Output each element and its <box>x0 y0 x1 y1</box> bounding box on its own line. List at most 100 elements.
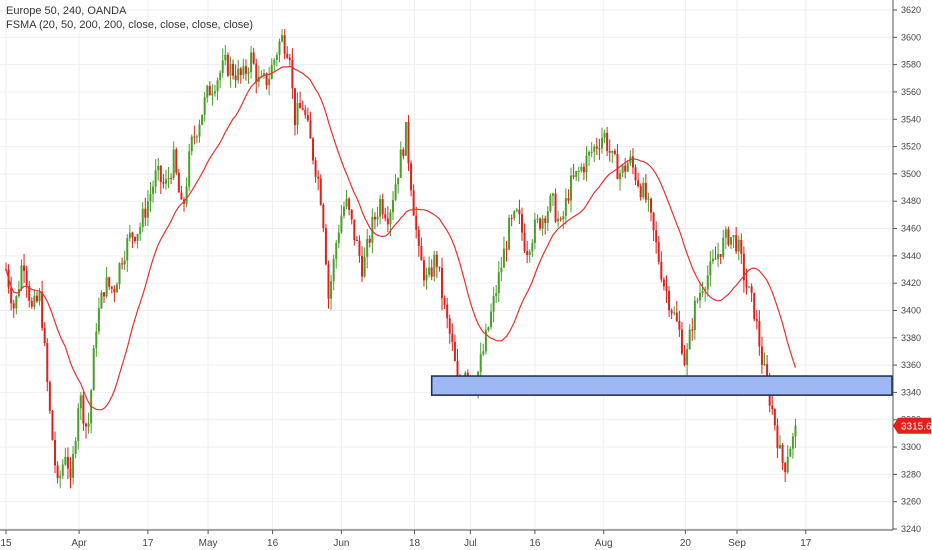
x-tick-label: 16 <box>529 538 541 549</box>
candle-body <box>415 215 418 230</box>
support-zone[interactable] <box>430 375 893 396</box>
candle-body <box>226 54 229 76</box>
candle-body <box>490 311 493 328</box>
x-tick-label: 17 <box>800 538 812 549</box>
candle-body <box>693 300 696 331</box>
candle-body <box>69 468 72 478</box>
candle-body <box>729 237 732 245</box>
candle-body <box>105 277 108 297</box>
candle-body <box>497 272 500 294</box>
candle-body <box>239 68 242 76</box>
candle-body <box>82 395 85 424</box>
candle-body <box>263 73 265 76</box>
candle-body <box>126 238 129 261</box>
candle-body <box>683 353 686 365</box>
y-tick-label: 3540 <box>901 114 921 124</box>
x-tick-label: Jul <box>464 538 477 549</box>
candle-body <box>35 295 38 302</box>
candle-body <box>244 66 247 74</box>
candle-body <box>216 80 219 92</box>
candle-body <box>773 409 776 426</box>
candle-body <box>613 150 616 154</box>
candle-body <box>585 155 588 173</box>
candle-body <box>358 240 361 256</box>
candle-body <box>487 327 490 331</box>
candle-body <box>518 209 521 215</box>
candle-body <box>348 198 351 210</box>
y-tick-label: 3440 <box>901 251 921 261</box>
candle-body <box>154 170 157 187</box>
candle-body <box>353 219 356 241</box>
candle-body <box>12 303 15 309</box>
candle-body <box>699 292 702 301</box>
candle-body <box>386 218 389 225</box>
candle-body <box>531 242 534 252</box>
candle-body <box>134 237 136 242</box>
candle-body <box>306 115 309 121</box>
candle-body <box>748 286 751 288</box>
y-tick-label: 3500 <box>901 169 921 179</box>
candle-body <box>247 72 250 74</box>
candle-body <box>479 354 482 372</box>
candle-body <box>252 52 255 64</box>
candle-body <box>193 136 196 138</box>
candle-body <box>211 93 214 96</box>
candle-body <box>110 286 113 289</box>
candle-body <box>544 218 547 223</box>
candle-body <box>355 240 358 242</box>
candle-body <box>541 218 544 229</box>
candle-body <box>20 265 23 289</box>
candle-body <box>337 232 340 243</box>
candle-body <box>448 318 451 334</box>
candle-body <box>593 146 596 152</box>
candle-body <box>373 216 376 220</box>
candle-body <box>745 280 748 288</box>
candle-body <box>502 248 505 268</box>
candle-body <box>523 232 526 252</box>
candle-body <box>539 218 542 229</box>
y-tick-label: 3280 <box>901 469 921 479</box>
candle-body <box>551 193 554 196</box>
candle-body <box>665 286 668 292</box>
candle-body <box>564 198 567 217</box>
candle-body <box>335 242 338 259</box>
candle-body <box>77 408 80 442</box>
candle-body <box>242 66 245 76</box>
candle-body <box>755 319 758 321</box>
candle-body <box>229 63 232 76</box>
candle-body <box>255 63 258 83</box>
candle-body <box>234 75 237 81</box>
candle-body <box>407 122 410 164</box>
candle-body <box>368 238 371 243</box>
candle-body <box>330 281 333 299</box>
candle-body <box>435 254 438 267</box>
candle-body <box>740 239 743 254</box>
candle-body <box>41 292 44 328</box>
candle-body <box>422 260 425 281</box>
candle-body <box>232 63 235 76</box>
candle-body <box>149 193 152 202</box>
candle-body <box>595 146 598 149</box>
candle-body <box>54 439 57 466</box>
candle-body <box>278 41 281 56</box>
candle-body <box>410 163 413 191</box>
candle-body <box>213 91 216 94</box>
candle-body <box>136 234 139 242</box>
candle-body <box>438 266 441 268</box>
candle-body <box>265 73 268 86</box>
candle-body <box>64 456 67 465</box>
x-tick-label: 20 <box>680 538 692 549</box>
candle-body <box>441 267 444 299</box>
candle-body <box>361 255 364 277</box>
ma-line <box>5 65 797 411</box>
candle-body <box>528 251 531 255</box>
candle-body <box>456 361 459 380</box>
candle-body <box>97 308 100 332</box>
candle-body <box>634 167 637 181</box>
candle-body <box>38 292 41 302</box>
candle-body <box>742 253 745 281</box>
candle-body <box>201 114 204 125</box>
candle-body <box>162 182 165 184</box>
candle-body <box>763 364 766 366</box>
